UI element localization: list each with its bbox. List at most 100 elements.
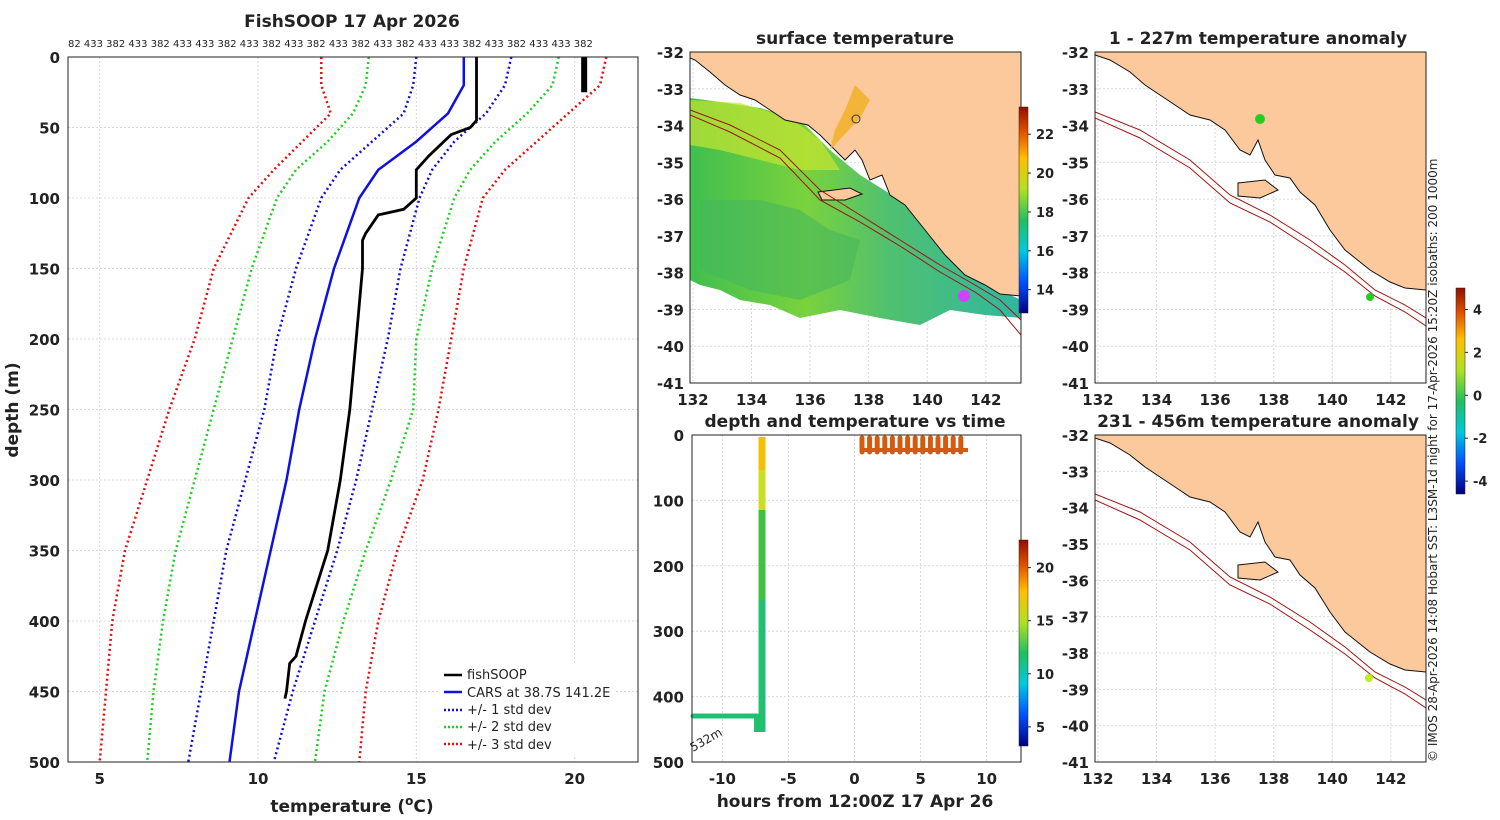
time-xtick-label: 10 xyxy=(976,770,997,788)
map-ytick-label: -38 xyxy=(657,265,684,283)
anom2-isobath-200 xyxy=(1095,493,1426,701)
colorbar-tick-label: -2 xyxy=(1473,432,1487,447)
colorbar-tick-label: 15 xyxy=(1036,615,1054,630)
map-ytick-label: -37 xyxy=(1062,228,1089,246)
anom1-x-ticks: 132 134 136 138 140 142 xyxy=(1082,391,1406,409)
profile-grid xyxy=(68,56,638,763)
profile-title: FishSOOP 17 Apr 2026 xyxy=(244,12,460,32)
isobath-200 xyxy=(690,109,1021,321)
sst-warm-patch xyxy=(690,100,840,170)
map-xtick-label: 142 xyxy=(1375,770,1406,788)
anom1-marker-gulf xyxy=(1255,114,1265,124)
profile-ylabel: depth (m) xyxy=(3,362,23,457)
anom1-isobath-1000 xyxy=(1095,117,1426,327)
map-ytick-label: -39 xyxy=(1062,681,1089,699)
map-ytick-label: -32 xyxy=(1062,427,1089,445)
max-depth-annotation: 532m xyxy=(688,725,725,754)
map-xtick-label: 138 xyxy=(1258,391,1289,409)
time-xtick-label: -10 xyxy=(709,770,736,788)
profile-ytick-label: 50 xyxy=(39,120,60,138)
anomaly-2-panel: 231 - 456m temperature anomaly 132 134 136… xyxy=(1062,412,1427,788)
profile-xtick-label: 10 xyxy=(248,770,269,788)
profile-xlabel: temperature (oC) xyxy=(270,794,433,817)
time-ytick-label: 400 xyxy=(653,689,684,707)
shallow-drops xyxy=(859,435,968,455)
anom1-frame xyxy=(1094,51,1427,384)
std2-lower-line xyxy=(145,56,371,763)
map-ytick-label: -35 xyxy=(1062,154,1089,172)
legend-std3: +/- 3 std dev xyxy=(467,738,552,753)
anom2-frame xyxy=(1094,434,1427,763)
map-ytick-label: -33 xyxy=(1062,463,1089,481)
gulf-sst xyxy=(830,85,870,150)
anom2-drop-marker xyxy=(1365,674,1373,682)
anom2-isobath-1000 xyxy=(1095,499,1426,709)
map-ytick-label: -37 xyxy=(657,228,684,246)
colorbar-tick-label: 10 xyxy=(1036,668,1054,683)
time-ytick-label: 200 xyxy=(653,558,684,576)
map-xtick-label: 136 xyxy=(1199,770,1230,788)
map-xtick-label: 136 xyxy=(794,391,825,409)
surface-marker-small xyxy=(851,114,861,124)
time-y-ticks: 0 100 200 300 400 500 xyxy=(653,427,684,772)
std1-upper-line xyxy=(272,56,513,763)
anom1-y-ticks: -32 -33 -34 -35 -36 -37 -38 -39 -40 -41 xyxy=(1062,44,1089,393)
map-xtick-label: 140 xyxy=(1317,391,1348,409)
time-ytick-label: 0 xyxy=(674,427,684,445)
colorbar-tick-label: 5 xyxy=(1036,721,1045,736)
map-ytick-label: -40 xyxy=(1062,718,1089,736)
colorbar-tick-label: 20 xyxy=(1036,562,1054,577)
profile-axes-frame xyxy=(67,56,639,763)
surface-colorbar xyxy=(1018,106,1029,314)
map-ytick-label: -39 xyxy=(657,301,684,319)
map-xtick-label: 134 xyxy=(1141,391,1172,409)
profile-panel: FishSOOP 17 Apr 2026 82 433 382 433 382 … xyxy=(3,12,639,817)
time-colorbar xyxy=(1018,539,1029,747)
colorbar-tick-label: 16 xyxy=(1036,245,1054,260)
side-note: © IMOS 28-Apr-2026 14:08 Hobart SST: L3S… xyxy=(1426,159,1440,762)
surface-x-ticks: 132 134 136 138 140 142 xyxy=(677,391,1001,409)
profile-ytick-label: 400 xyxy=(29,613,60,631)
anomaly-1-panel: 1 - 227m temperature anomaly 132 134 136 13… xyxy=(1062,29,1427,409)
anom2-x-ticks: 132 134 136 138 140 142 xyxy=(1082,770,1406,788)
colorbar-tick-label: 20 xyxy=(1036,167,1054,182)
anom1-title: 1 - 227m temperature anomaly xyxy=(1109,29,1407,49)
profile-legend: fishSOOP CARS at 38.7S 141.2E +/- 1 std … xyxy=(438,664,616,756)
map-ytick-label: -33 xyxy=(657,81,684,99)
map-ytick-label: -41 xyxy=(1062,754,1089,772)
map-xtick-label: 132 xyxy=(1082,391,1113,409)
anomaly-colorbar-ticks: 4 2 0 -2 -4 xyxy=(1465,303,1487,490)
fishsoop-line xyxy=(283,57,478,699)
profile-ytick-label: 100 xyxy=(29,190,60,208)
map-xtick-label: 134 xyxy=(1141,770,1172,788)
surface-drop-marker xyxy=(958,290,970,302)
map-ytick-label: -34 xyxy=(1062,500,1089,518)
map-ytick-label: -40 xyxy=(1062,338,1089,356)
legend-fishsoop: fishSOOP xyxy=(467,668,527,683)
anom1-isobath-200 xyxy=(1095,111,1426,319)
anom2-land xyxy=(1095,435,1426,673)
map-ytick-label: -41 xyxy=(1062,375,1089,393)
map-ytick-label: -35 xyxy=(1062,536,1089,554)
map-xtick-label: 140 xyxy=(1317,770,1348,788)
time-xlabel: hours from 12:00Z 17 Apr 26 xyxy=(717,792,994,812)
profile-ytick-label: 250 xyxy=(29,402,60,420)
map-ytick-label: -33 xyxy=(1062,81,1089,99)
map-xtick-label: 134 xyxy=(736,391,767,409)
colorbar-tick-label: 18 xyxy=(1036,206,1054,221)
time-x-ticks: -10 -5 0 5 10 xyxy=(709,770,997,788)
map-xtick-label: 140 xyxy=(912,391,943,409)
cars-line xyxy=(228,57,466,763)
profile-ytick-label: 150 xyxy=(29,261,60,279)
time-colorbar-ticks: 20 15 10 5 xyxy=(1028,562,1054,736)
map-ytick-label: -36 xyxy=(657,191,684,209)
profile-ytick-label: 500 xyxy=(29,754,60,772)
surface-temperature-panel: surface temperature 132 134 136 138 140 142 -… xyxy=(657,29,1054,409)
time-frame xyxy=(691,434,1022,763)
profile-x-ticks: 5 10 15 20 xyxy=(94,770,585,788)
map-ytick-label: -35 xyxy=(657,154,684,172)
map-xtick-label: 142 xyxy=(1375,391,1406,409)
std3-upper-line xyxy=(358,56,608,763)
map-ytick-label: -40 xyxy=(657,338,684,356)
